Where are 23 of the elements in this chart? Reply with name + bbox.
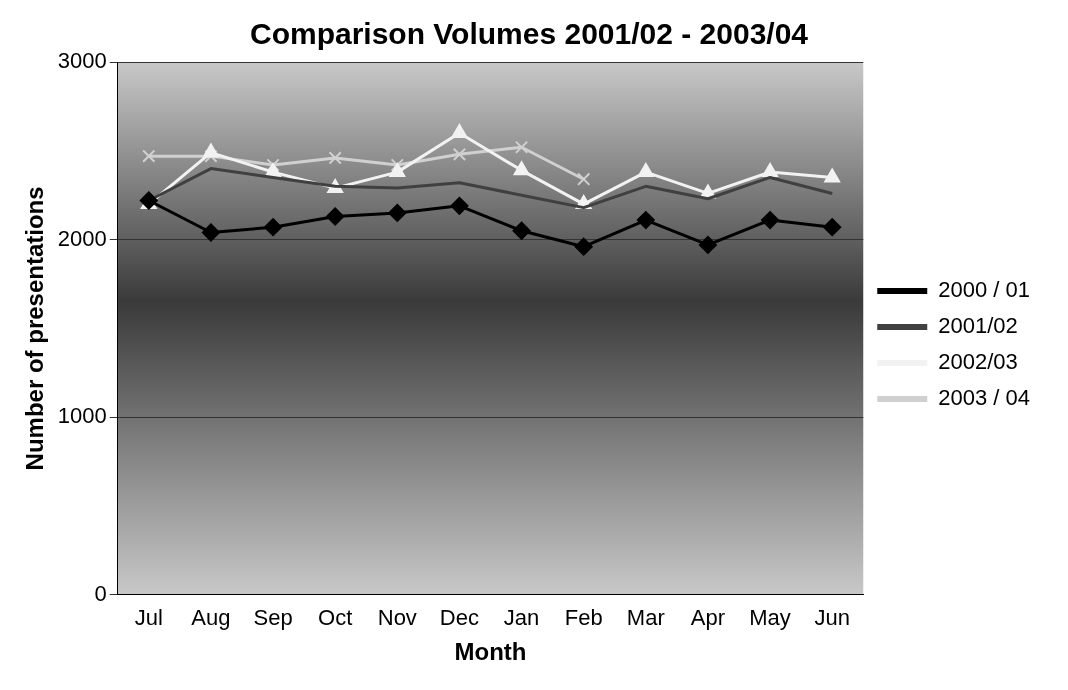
x-tick-label: Sep [253,605,293,631]
x-tick-label: Mar [626,605,665,631]
x-tick-label: May [749,605,791,631]
x-tick-label: Nov [377,605,417,631]
x-tick-label: Oct [318,605,353,631]
x-tick-label: Jan [503,605,540,631]
y-tick-label: 0 [94,580,107,606]
x-tick-label: Aug [191,605,231,631]
legend-label: 2000 / 01 [938,277,1030,303]
x-tick-label: Dec [439,605,479,631]
y-axis-title: Number of presentations [21,186,49,471]
x-tick-label: Feb [564,605,603,631]
legend-label: 2003 / 04 [938,385,1030,411]
y-tick-label: 1000 [57,403,107,429]
chart-title: Comparison Volumes 2001/02 - 2003/04 [249,17,809,51]
y-tick-label: 3000 [57,48,107,74]
x-tick-label: Jul [134,605,163,631]
legend-label: 2002/03 [938,349,1018,375]
legend-label: 2001/02 [938,313,1018,339]
y-tick-label: 2000 [57,225,107,251]
x-tick-label: Apr [690,605,726,631]
x-tick-label: Jun [814,605,850,631]
x-axis-title: Month [454,638,527,666]
